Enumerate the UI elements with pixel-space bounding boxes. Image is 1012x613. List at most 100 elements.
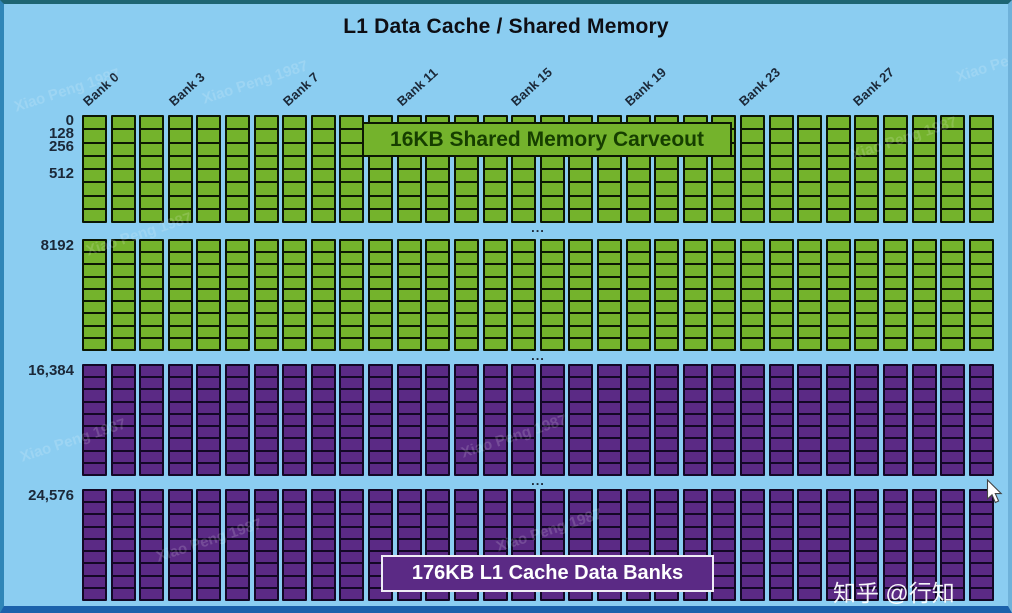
memory-cell	[455, 491, 477, 502]
bank-column	[797, 489, 823, 601]
memory-cell	[799, 326, 821, 337]
memory-cell	[141, 366, 163, 377]
memory-cell	[913, 265, 935, 276]
ellipsis-marker: ...	[531, 598, 545, 613]
memory-cell	[570, 326, 592, 337]
memory-cell	[713, 170, 735, 182]
memory-cell	[799, 314, 821, 325]
memory-cell	[684, 209, 706, 221]
memory-cell	[255, 289, 277, 301]
memory-cell	[169, 527, 191, 538]
memory-cell	[970, 130, 992, 142]
memory-cell	[598, 289, 620, 301]
memory-cell	[84, 564, 105, 575]
memory-cell	[398, 503, 420, 514]
memory-cell	[970, 241, 992, 252]
memory-cell	[169, 439, 191, 450]
memory-cell	[198, 183, 220, 195]
memory-cell	[341, 326, 363, 337]
ellipsis-marker: ...	[531, 348, 545, 363]
memory-cell	[370, 515, 392, 526]
row-address-label: 16,384	[28, 362, 74, 379]
bank-label: Bank 23	[735, 64, 783, 109]
memory-cell	[570, 491, 592, 502]
memory-cell	[885, 209, 907, 221]
bank-column	[110, 115, 136, 223]
memory-cell	[684, 539, 706, 551]
memory-cell	[198, 439, 220, 450]
memory-cell	[970, 289, 992, 301]
memory-cell	[227, 451, 249, 462]
memory-cell	[770, 463, 792, 474]
memory-cell	[656, 527, 678, 538]
memory-cell	[284, 314, 306, 325]
memory-cell	[227, 515, 249, 526]
memory-cell	[627, 390, 649, 401]
memory-cell	[799, 402, 821, 413]
memory-cell	[856, 277, 878, 288]
bank-column	[167, 489, 193, 601]
memory-cell	[513, 414, 535, 426]
bank-column	[453, 364, 479, 476]
memory-cell	[398, 338, 420, 349]
memory-cell	[713, 564, 735, 575]
memory-cell	[341, 527, 363, 538]
memory-cell	[541, 451, 563, 462]
memory-cell	[770, 588, 792, 599]
memory-cell	[627, 427, 649, 438]
memory-cell	[885, 439, 907, 450]
memory-cell	[742, 503, 764, 514]
memory-cell	[227, 439, 249, 450]
memory-cell	[484, 338, 506, 349]
memory-cell	[284, 463, 306, 474]
memory-cell	[370, 277, 392, 288]
memory-cell	[341, 439, 363, 450]
memory-cell	[427, 414, 449, 426]
memory-cell	[112, 451, 134, 462]
memory-cell	[255, 326, 277, 337]
memory-cell	[742, 427, 764, 438]
bank-column	[711, 489, 737, 601]
memory-cell	[913, 338, 935, 349]
memory-cell	[799, 277, 821, 288]
ellipsis-marker: ...	[531, 220, 545, 235]
memory-cell	[255, 277, 277, 288]
memory-cell	[541, 289, 563, 301]
memory-cell	[856, 209, 878, 221]
memory-cell	[799, 196, 821, 208]
bank-column	[883, 489, 909, 601]
memory-cell	[169, 241, 191, 252]
memory-cell	[112, 277, 134, 288]
memory-cell	[942, 539, 964, 551]
memory-cell	[570, 463, 592, 474]
memory-cell	[770, 117, 792, 129]
memory-cell	[112, 326, 134, 337]
memory-cell	[112, 378, 134, 389]
memory-cell	[627, 302, 649, 313]
memory-cell	[427, 463, 449, 474]
bank-column	[797, 115, 823, 223]
memory-cell	[427, 302, 449, 313]
memory-cell	[198, 414, 220, 426]
memory-cell	[713, 552, 735, 563]
memory-cell	[312, 378, 334, 389]
memory-cell	[84, 156, 105, 168]
memory-cell	[198, 338, 220, 349]
bank-column	[139, 239, 165, 351]
memory-cell	[484, 588, 506, 599]
bank-column	[310, 489, 336, 601]
memory-cell	[398, 491, 420, 502]
memory-cell	[627, 539, 649, 551]
memory-cell	[856, 491, 878, 502]
memory-cell	[856, 338, 878, 349]
memory-cell	[684, 170, 706, 182]
memory-cell	[227, 265, 249, 276]
memory-cell	[198, 576, 220, 587]
memory-cell	[541, 338, 563, 349]
memory-cell	[627, 491, 649, 502]
memory-cell	[541, 265, 563, 276]
memory-cell	[341, 209, 363, 221]
memory-cell	[84, 451, 105, 462]
memory-cell	[370, 491, 392, 502]
memory-cell	[341, 183, 363, 195]
